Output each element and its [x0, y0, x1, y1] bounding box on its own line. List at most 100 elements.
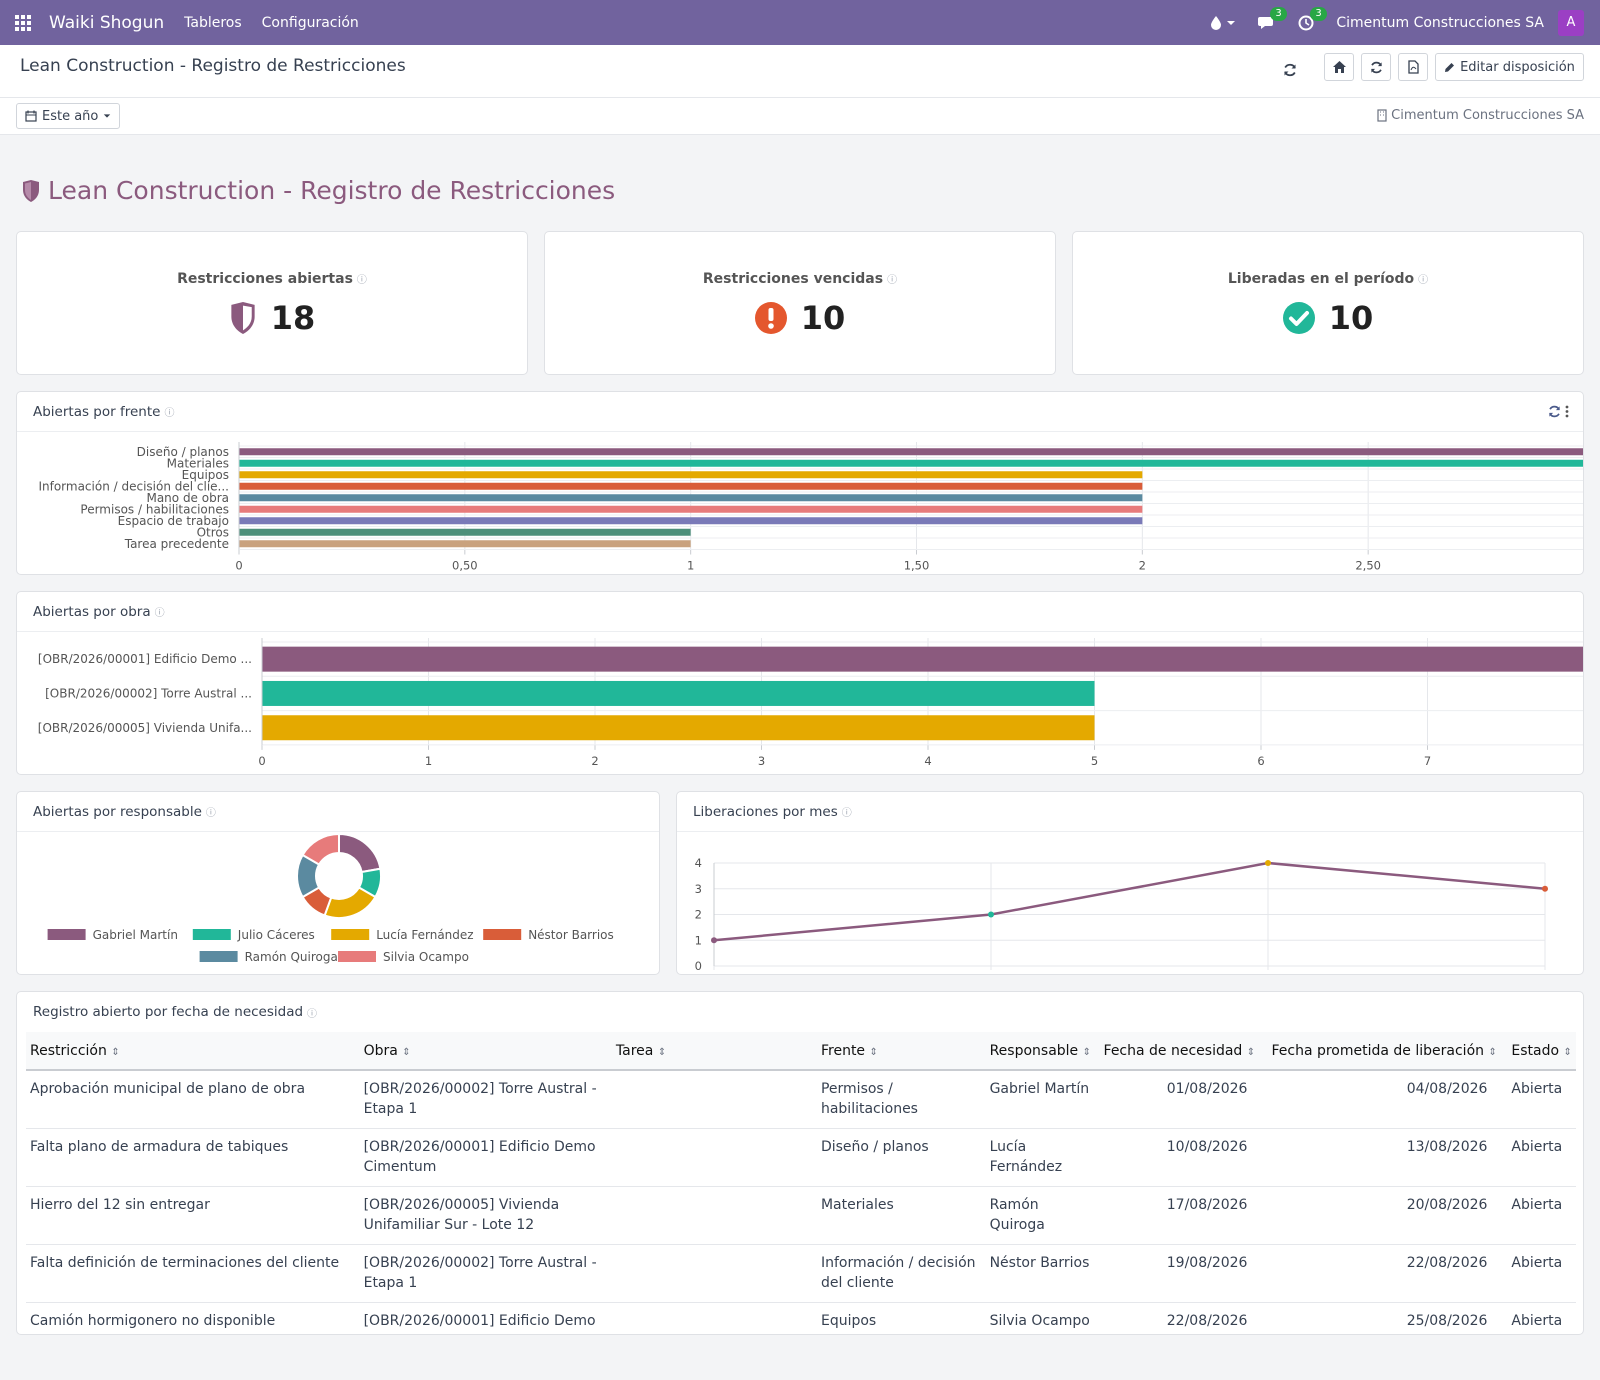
home-button[interactable]: [1324, 53, 1354, 81]
x-tick-label: 0: [258, 754, 265, 768]
bar: [262, 715, 1095, 741]
auto-refresh-button[interactable]: [1278, 58, 1302, 82]
activities-count-badge: 3: [1310, 6, 1327, 21]
table-cell: Camión hormigonero no disponible: [26, 1302, 360, 1334]
kpi-card-open[interactable]: Restricciones abiertas ⓘ 18: [16, 231, 528, 375]
user-avatar[interactable]: A: [1558, 9, 1584, 36]
column-header-fecha-prometida[interactable]: Fecha prometida de liberación ⇕: [1267, 1032, 1508, 1071]
edit-layout-button[interactable]: Editar disposición: [1435, 53, 1584, 81]
info-icon: ⓘ: [205, 808, 216, 819]
table-cell: [OBR/2026/00005] Vivienda Unifamiliar Su…: [359, 1186, 612, 1245]
column-header-obra[interactable]: Obra ⇕: [359, 1032, 612, 1071]
home-icon: [1332, 61, 1346, 73]
card-title: Abiertas por responsable: [33, 803, 202, 820]
table-row[interactable]: Camión hormigonero no disponible [OBR/202…: [26, 1302, 1576, 1334]
bar: [239, 528, 691, 536]
table-cell: 22/08/2026: [1099, 1302, 1268, 1334]
table-cell: Gabriel Martín: [985, 1070, 1100, 1129]
app-brand[interactable]: Waiki Shogun: [49, 12, 165, 33]
table-header-row: Restricción ⇕ Obra ⇕ Tarea ⇕ Frente ⇕ Re…: [26, 1032, 1576, 1071]
dashboard-title-text: Lean Construction - Registro de Restricc…: [48, 176, 616, 205]
bar-chart-project: 012345678[OBR/2026/00001] Edificio Demo …: [38, 638, 1583, 768]
kebab-menu-icon[interactable]: [1565, 405, 1569, 418]
table-row[interactable]: Falta plano de armadura de tabiques [OBR/…: [26, 1128, 1576, 1187]
refresh-icon: [1284, 63, 1296, 77]
debug-dropdown[interactable]: [1210, 15, 1236, 30]
y-tick-label: 1: [695, 933, 702, 947]
table-row[interactable]: Aprobación municipal de plano de obra [OB…: [26, 1070, 1576, 1129]
category-label: Mano de obra: [146, 491, 229, 505]
exclamation-circle-icon: [754, 302, 787, 334]
table-cell: Néstor Barrios: [985, 1244, 1100, 1303]
kpi-card-overdue[interactable]: Restricciones vencidas ⓘ 10: [544, 231, 1056, 375]
card-title: Abiertas por obra: [33, 603, 151, 620]
table-cell: 17/08/2026: [1099, 1186, 1268, 1245]
legend-label: Julio Cáceres: [237, 928, 315, 942]
edit-layout-label: Editar disposición: [1460, 59, 1575, 75]
company-switcher[interactable]: Cimentum Construcciones SA: [1336, 14, 1544, 31]
series-line: [713, 861, 1546, 942]
column-header-responsable[interactable]: Responsable ⇕: [985, 1032, 1100, 1071]
table-cell: [611, 1070, 817, 1129]
card-title: Registro abierto por fecha de necesidad: [33, 1004, 304, 1020]
legend-swatch: [483, 929, 522, 940]
pdf-export-button[interactable]: [1398, 53, 1428, 81]
bar: [239, 459, 1583, 467]
kpi-card-released[interactable]: Liberadas en el período ⓘ 10: [1072, 231, 1584, 375]
x-tick-label: 2: [1139, 559, 1146, 573]
table-row[interactable]: Hierro del 12 sin entregar [OBR/2026/0000…: [26, 1186, 1576, 1245]
table-cell: [OBR/2026/00002] Torre Austral - Etapa 1: [359, 1244, 612, 1303]
messages-button[interactable]: 3: [1258, 6, 1287, 31]
register-table: Restricción ⇕ Obra ⇕ Tarea ⇕ Frente ⇕ Re…: [26, 1032, 1576, 1334]
table-cell: 10/08/2026: [1099, 1128, 1268, 1187]
info-icon: ⓘ: [887, 275, 898, 286]
apps-menu-icon[interactable]: [0, 0, 45, 45]
sort-icon: ⇕: [402, 1046, 411, 1058]
column-header-tarea[interactable]: Tarea ⇕: [611, 1032, 817, 1071]
chat-icon: [1258, 16, 1274, 29]
file-pdf-icon: [1407, 60, 1419, 74]
table-row[interactable]: Falta definición de terminaciones del cl…: [26, 1244, 1576, 1303]
bar: [239, 505, 1143, 513]
card-title: Liberaciones por mes: [693, 803, 838, 820]
date-filter-dropdown[interactable]: Este año: [16, 103, 121, 129]
table-cell: [611, 1302, 817, 1334]
card-header: Abiertas por obra ⓘ: [17, 592, 1583, 632]
y-tick-label: 4: [695, 856, 702, 870]
menu-item-tableros[interactable]: Tableros: [184, 14, 242, 31]
column-header-fecha-necesidad[interactable]: Fecha de necesidad ⇕: [1099, 1032, 1268, 1071]
column-header-frente[interactable]: Frente ⇕: [816, 1032, 986, 1071]
x-tick-label: 0,50: [452, 559, 478, 573]
calendar-icon: [25, 110, 37, 122]
kpi-label: Restricciones vencidas ⓘ: [702, 271, 898, 287]
table-cell: [OBR/2026/00002] Torre Austral - Etapa 1: [359, 1070, 612, 1129]
messages-count-badge: 3: [1270, 6, 1287, 21]
check-circle-icon: [1282, 302, 1315, 334]
column-header-restriccion[interactable]: Restricción ⇕: [26, 1032, 360, 1071]
column-header-estado[interactable]: Estado ⇕: [1507, 1032, 1576, 1071]
table-cell: Lucía Fernández: [985, 1128, 1100, 1187]
menu-item-configuracion[interactable]: Configuración: [261, 14, 359, 31]
table-card-register: Registro abierto por fecha de necesidad ⓘ…: [16, 991, 1584, 1335]
table-cell: Permisos / habilitaciones: [816, 1070, 986, 1129]
x-tick-label: 1,50: [904, 559, 930, 573]
legend-swatch: [338, 951, 376, 962]
date-filter-label: Este año: [42, 108, 99, 124]
table-cell: Falta definición de terminaciones del cl…: [26, 1244, 360, 1303]
reload-button[interactable]: [1361, 53, 1391, 81]
category-label: [OBR/2026/00001] Edificio Demo ...: [38, 652, 252, 666]
table-cell: 20/08/2026: [1267, 1186, 1508, 1245]
activities-button[interactable]: 3: [1298, 6, 1327, 31]
info-icon: ⓘ: [154, 608, 165, 619]
table-cell: [611, 1244, 817, 1303]
refresh-icon: [1370, 61, 1382, 73]
info-icon: ⓘ: [356, 275, 367, 286]
table-cell: 19/08/2026: [1099, 1244, 1268, 1303]
legend-swatch: [331, 929, 370, 940]
refresh-icon[interactable]: [1548, 405, 1561, 418]
bar: [262, 646, 1583, 672]
line-chart-releases: 01234mayo 2026junio 2026julio 2026agosto…: [695, 856, 1548, 973]
bar: [239, 540, 691, 548]
legend-label: Gabriel Martín: [93, 928, 178, 942]
card-header: Liberaciones por mes ⓘ: [677, 792, 1583, 832]
